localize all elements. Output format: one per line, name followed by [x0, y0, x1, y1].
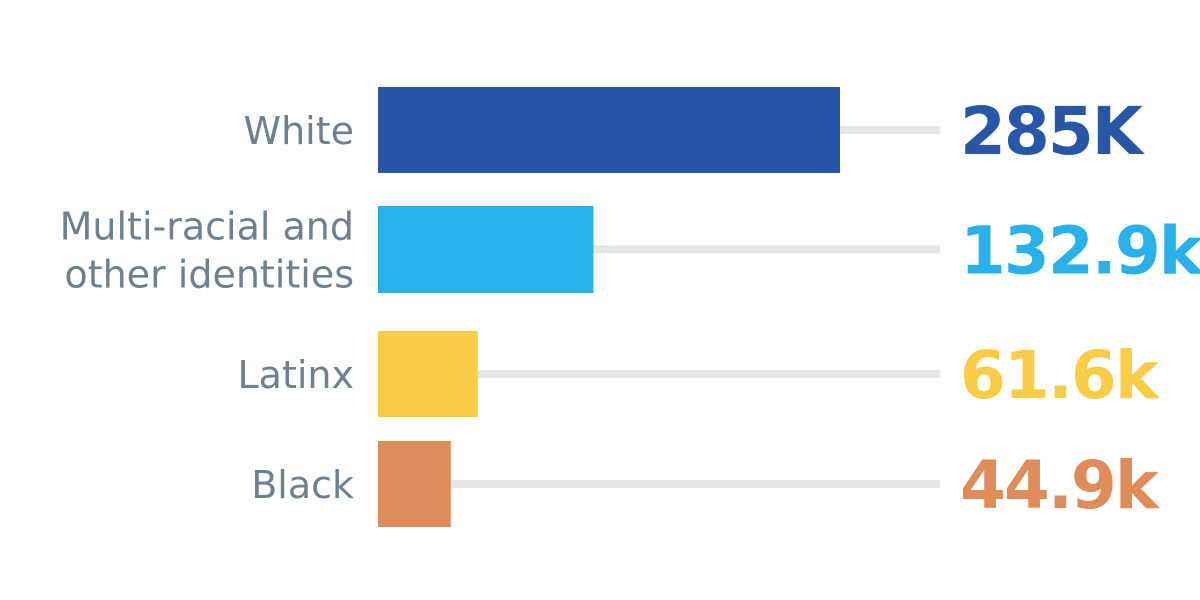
category-label: other identities: [64, 253, 354, 297]
category-label: Black: [251, 463, 354, 507]
bar: [378, 441, 451, 527]
bar-track: [378, 245, 940, 254]
bar: [378, 331, 478, 417]
bar: [378, 206, 594, 293]
category-label: Multi-racial and: [60, 205, 354, 249]
value-label: 285K: [960, 93, 1146, 170]
bar: [378, 87, 840, 173]
bar-track: [378, 370, 940, 378]
value-label: 132.9k: [960, 213, 1200, 290]
value-label: 61.6k: [960, 337, 1161, 414]
category-label: Latinx: [238, 353, 355, 397]
value-label: 44.9k: [960, 447, 1161, 524]
category-label: White: [244, 109, 355, 153]
bar-track: [378, 480, 940, 488]
